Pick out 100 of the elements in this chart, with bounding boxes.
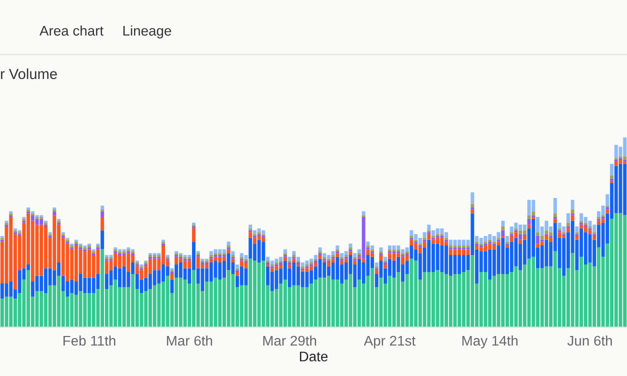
bar: [96, 249, 100, 274]
bar: [436, 238, 440, 244]
bar: [422, 242, 426, 248]
bar: [575, 226, 579, 232]
bar: [292, 251, 296, 255]
bar: [405, 254, 409, 261]
bar: [78, 274, 82, 292]
bar: [453, 240, 457, 246]
bar: [318, 247, 322, 252]
bar: [244, 254, 248, 259]
bar: [588, 234, 592, 263]
bar: [501, 274, 505, 328]
bar: [226, 270, 230, 328]
bar: [152, 270, 156, 286]
bar: [340, 253, 344, 257]
text: Lineage: [123, 25, 172, 38]
bar: [453, 254, 457, 274]
bar: [92, 278, 96, 293]
bar: [496, 232, 500, 238]
bar: [436, 228, 440, 234]
bar: [527, 218, 531, 225]
bar: [518, 230, 522, 234]
bar: [83, 251, 87, 278]
bar: [392, 260, 396, 278]
bar: [231, 258, 235, 263]
bar: [540, 268, 544, 328]
bar: [357, 249, 361, 254]
x-tick-label: Mar 6th: [167, 335, 212, 346]
bar: [479, 272, 483, 328]
bar: [318, 278, 322, 328]
bar: [266, 256, 270, 261]
bar: [484, 245, 488, 252]
bar: [601, 206, 605, 216]
bar: [510, 226, 514, 232]
bar: [109, 270, 113, 286]
bar: [114, 280, 118, 328]
bar: [466, 249, 470, 255]
bar: [157, 283, 161, 328]
bar: [248, 232, 252, 238]
x-tick-label: Feb 11th: [64, 335, 116, 346]
bar: [570, 209, 574, 214]
bar: [475, 245, 479, 250]
bar: [484, 272, 488, 328]
bar: [214, 249, 218, 254]
bar: [170, 274, 174, 280]
bar: [348, 274, 352, 328]
bar: [540, 242, 544, 246]
bar: [496, 242, 500, 246]
bar: [458, 254, 462, 274]
bar: [40, 291, 44, 328]
bar: [226, 249, 230, 254]
bar: [152, 285, 156, 328]
bar: [479, 247, 483, 252]
bar: [518, 240, 522, 244]
bar: [584, 216, 588, 223]
bar: [584, 226, 588, 232]
bar: [610, 175, 614, 180]
bar: [200, 268, 204, 292]
bar: [183, 260, 187, 268]
bar: [262, 230, 266, 234]
bar: [40, 224, 44, 276]
bar: [422, 272, 426, 328]
bar: [522, 224, 526, 230]
bar: [366, 242, 370, 246]
bar: [318, 254, 322, 259]
bar: [336, 253, 340, 257]
bar: [618, 213, 622, 328]
bar: [588, 262, 592, 328]
bar: [336, 280, 340, 328]
bar: [614, 213, 618, 328]
bar: [340, 260, 344, 264]
bar: [410, 245, 414, 259]
bar: [458, 240, 462, 246]
bar: [270, 260, 274, 264]
bar: [122, 266, 126, 288]
bar: [348, 244, 352, 248]
bar: [606, 194, 610, 206]
bar: [218, 256, 222, 263]
bar: [4, 283, 8, 297]
bar: [100, 216, 104, 230]
bar: [470, 254, 474, 328]
x-tick-label: Apr 21st: [364, 336, 416, 348]
bar: [527, 200, 531, 216]
bar: [510, 242, 514, 272]
bar: [300, 287, 304, 328]
bar: [188, 260, 192, 268]
bar: [440, 245, 444, 272]
bar: [427, 234, 431, 240]
bar: [305, 287, 309, 328]
bar: [196, 256, 200, 268]
bar: [248, 238, 252, 259]
bar: [192, 228, 196, 242]
bar: [166, 276, 170, 328]
bar: [405, 247, 409, 252]
bar: [236, 272, 240, 276]
bar: [453, 274, 457, 328]
bar: [92, 292, 96, 328]
bar: [384, 256, 388, 261]
bar: [575, 236, 579, 240]
bar: [566, 222, 570, 226]
